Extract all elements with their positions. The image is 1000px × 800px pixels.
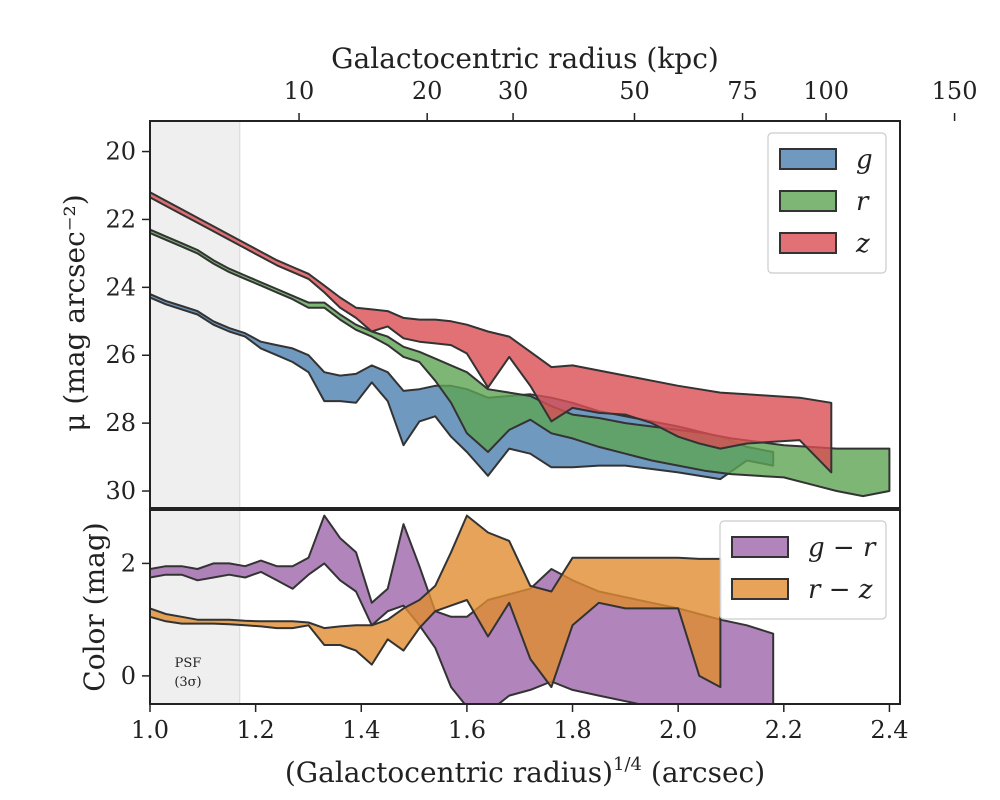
top-ytick-label-20: 20 [105,138,136,166]
top-kpc-tick-label-100: 100 [803,77,849,105]
bottom-xtick-label-1: 1.0 [131,716,169,744]
axes-frames [149,120,901,705]
xlabel-main: (Galactocentric radius) [285,756,613,789]
bottom-xtick-label-1.8: 1.8 [553,716,591,744]
bottom-xtick-label-1.4: 1.4 [342,716,380,744]
top-legend-swatch-0 [779,148,837,170]
xlabel-unit: (arcsec) [642,756,765,789]
bottom-xlabel: (Galactocentric radius)1/4 (arcsec) [285,754,765,789]
top-ytick-label-30: 30 [105,477,136,505]
top-ylabel: μ (mag arcsec⁻²) [58,194,91,431]
top-legend-swatch-1 [779,190,837,212]
top-legend-label-1: r [856,187,870,217]
xlabel-superscript: 1/4 [613,754,642,775]
psf-region-bottom [150,510,241,704]
band-color-0 [150,514,775,704]
top-axis-title: Galactocentric radius (kpc) [331,42,719,75]
band-r [150,228,891,498]
bottom-legend-label-1: r − z [808,575,873,605]
top-ytick-label-22: 22 [105,205,136,233]
psf-label: PSF [175,656,202,671]
bottom-xtick-label-2: 2.0 [659,716,697,744]
top-kpc-tick-label-20: 20 [412,77,443,105]
psf-sigma-label: (3σ) [174,675,201,690]
top-kpc-tick-label-30: 30 [498,77,529,105]
top-legend-label-0: g [856,145,873,175]
bottom-ytick-label-2: 2 [121,549,136,577]
top-ytick-label-26: 26 [105,341,136,369]
tick-layer: 20 22 24 26 28 30 10 20 30 50 75 100 150 0 2 1.0 1.2 1.4 1… [105,77,977,744]
band-z [150,191,833,474]
bottom-panel-series-layer [150,510,775,704]
legend-layer: grz g − r r − z [719,132,887,620]
top-ytick-label-24: 24 [105,273,136,301]
top-panel-series-layer [150,121,891,508]
bottom-legend: g − r r − z [719,520,887,620]
bottom-legend-swatch-0 [731,536,789,558]
top-kpc-tick-label-150: 150 [932,77,978,105]
top-kpc-tick-label-50: 50 [619,77,650,105]
bottom-legend-label-0: g − r [808,533,877,563]
top-ytick-label-28: 28 [105,409,136,437]
bottom-xtick-label-1.6: 1.6 [448,716,486,744]
band-color-1 [150,514,722,689]
bottom-ylabel: Color (mag) [78,522,111,691]
top-legend-swatch-2 [779,232,837,254]
bottom-xtick-label-2.2: 2.2 [765,716,803,744]
bottom-xtick-label-2.4: 2.4 [870,716,908,744]
bottom-xtick-label-1.2: 1.2 [237,716,275,744]
bottom-ytick-label-0: 0 [121,662,136,690]
top-kpc-tick-label-75: 75 [727,77,758,105]
top-panel-frame [149,120,901,509]
bottom-panel-frame [149,509,901,705]
top-legend-label-2: z [855,229,870,259]
bottom-legend-swatch-1 [731,578,789,600]
top-legend: grz [767,132,887,274]
top-kpc-tick-label-10: 10 [284,77,315,105]
